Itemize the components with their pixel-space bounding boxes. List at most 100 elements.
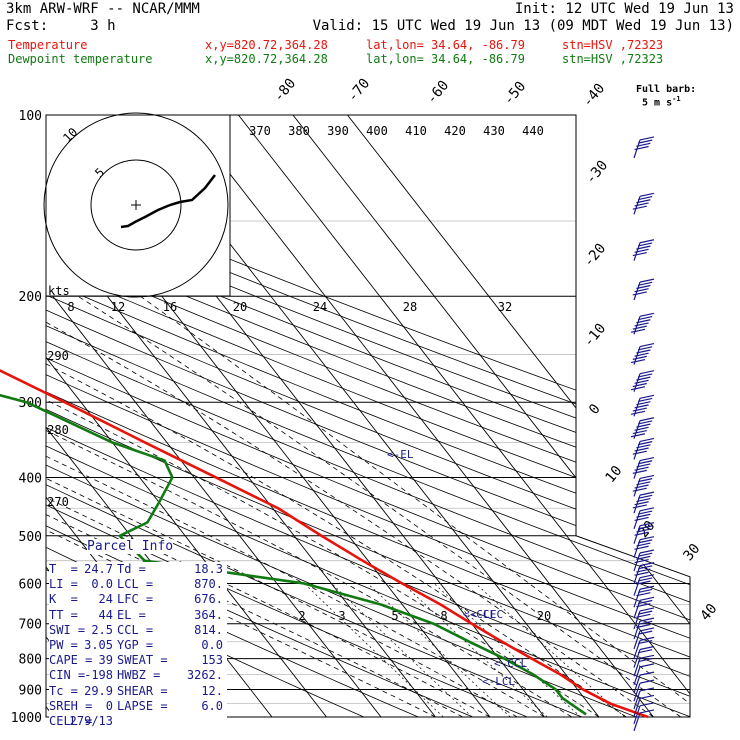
wind-barb-flag xyxy=(639,136,655,141)
wind-barb-flag xyxy=(636,481,651,486)
isotherm-label: -60 xyxy=(424,78,453,108)
wind-barb xyxy=(633,654,655,677)
parcel-info-value: 364. xyxy=(194,607,223,622)
wind-barb-flag xyxy=(636,497,651,503)
isotherm-label: -50 xyxy=(501,79,530,109)
isobar-label: 1000 xyxy=(11,711,42,726)
wind-barb-flag xyxy=(639,679,655,684)
isotherm-line xyxy=(238,115,690,717)
moist-adiabat xyxy=(46,295,654,717)
wind-barb-flag xyxy=(634,484,649,489)
wind-barb-flag xyxy=(639,549,655,554)
wind-barb xyxy=(632,278,655,301)
wind-barb xyxy=(633,585,655,608)
wind-barb-flag xyxy=(636,528,651,533)
wind-barb-flag xyxy=(632,355,647,360)
wind-barb-flag xyxy=(632,291,647,296)
mixing-ratio-label: 8 xyxy=(440,609,447,623)
wind-barb-flag xyxy=(638,494,653,499)
wind-barb-flag xyxy=(639,370,655,375)
dry-adiabat xyxy=(46,115,690,717)
parcel-info-key: LI = xyxy=(49,577,78,592)
wind-barb-flag xyxy=(638,346,653,351)
wind-barb xyxy=(632,491,655,514)
isobar-label: 500 xyxy=(19,530,42,545)
parcel-info-value: 6.0 xyxy=(201,698,223,713)
wind-barb xyxy=(633,687,655,710)
wind-barb-flag xyxy=(636,319,651,324)
theta-top-label: 440 xyxy=(522,124,544,138)
wind-barb xyxy=(633,627,655,650)
wind-barb-staff xyxy=(633,712,641,732)
dry-adiabat xyxy=(46,115,690,717)
wind-barb-flag xyxy=(639,654,655,659)
wind-barb-flag xyxy=(634,379,649,384)
hodograph-ring xyxy=(43,112,229,298)
wind-barb xyxy=(633,562,655,584)
wind-barb-flag xyxy=(638,630,653,635)
parcel-info-title: Parcel Info xyxy=(87,539,174,554)
parcel-info-value: -198 xyxy=(84,668,113,683)
parcel-info-value: 153 xyxy=(201,653,223,668)
barb-key-line1: Full barb: xyxy=(636,84,697,95)
plot-frame xyxy=(45,114,691,718)
wind-barb-flag xyxy=(636,423,651,428)
wind-barb xyxy=(633,136,655,159)
wind-barb-flag xyxy=(632,407,647,412)
wind-barb-flag xyxy=(632,450,647,455)
wind-barb-flag xyxy=(639,456,655,462)
wind-barb-flag xyxy=(639,474,655,480)
mixing-ratio-line xyxy=(331,583,473,717)
temperature-location-xy: x,y=820.72,364.28 xyxy=(205,38,328,52)
wind-barb-flag xyxy=(634,558,649,564)
wind-barb-flag xyxy=(632,429,647,435)
wind-barb-staff xyxy=(633,705,641,724)
dry-adiabat xyxy=(46,115,690,717)
wind-barb xyxy=(633,549,655,572)
wind-barb-flag xyxy=(639,574,655,579)
parcel-info-row: CELL = 279/13 xyxy=(49,713,227,730)
parcel-info-key: HWBZ = xyxy=(117,668,161,683)
isotherm-line xyxy=(183,115,654,717)
wind-barb-flag xyxy=(634,447,649,452)
wind-barb-flag xyxy=(636,555,651,560)
wind-barb-flag xyxy=(636,376,651,381)
wind-barb-flag xyxy=(630,410,646,415)
model-title: 3km ARW-WRF -- NCAR/MMM xyxy=(6,1,200,17)
wind-barb-flag xyxy=(638,139,653,144)
wind-barb-flag xyxy=(639,663,655,668)
parcel-info-key: YGP = xyxy=(117,637,154,652)
mixing-ratio-line xyxy=(433,583,581,717)
moist-adiabat xyxy=(46,295,572,717)
wind-barb-flag xyxy=(639,239,655,244)
parcel-info-value: 0.0 xyxy=(201,637,223,652)
wind-barb xyxy=(633,694,655,717)
parcel-info-value: 3262. xyxy=(186,668,223,683)
parcel-info-row: SREH = 0 LAPSE = 6.0 xyxy=(49,698,227,714)
wind-barb-flag xyxy=(639,607,655,612)
wind-barb-flag xyxy=(638,599,653,605)
dry-adiabat xyxy=(46,115,690,717)
wind-barb xyxy=(632,437,655,460)
isotherm-line xyxy=(347,115,690,717)
wind-barb-flag xyxy=(636,603,651,608)
dewpoint-legend: Dewpoint temperature xyxy=(8,52,153,66)
dry-adiabat xyxy=(46,115,690,717)
dry-adiabat xyxy=(46,115,419,717)
wind-barb-flag xyxy=(636,568,651,573)
parcel-info-key: SWI = xyxy=(49,622,86,637)
dry-adiabat xyxy=(46,115,690,717)
wind-barb-flag xyxy=(630,359,646,364)
wind-barb xyxy=(633,536,655,558)
level-marker: <-LCL xyxy=(482,675,515,688)
parcel-info-value: 12. xyxy=(201,683,223,698)
wind-barb-flag xyxy=(630,386,646,391)
theta-top-label: 430 xyxy=(483,124,505,138)
wind-barb-flag xyxy=(639,522,655,527)
moist-adiabat xyxy=(46,295,463,717)
wind-barb-flag xyxy=(639,709,655,714)
parcel-info-row: TT = 44 EL = 364. xyxy=(49,607,227,623)
wind-barb-flag xyxy=(639,585,655,590)
parcel-info-value: 44 xyxy=(98,607,113,622)
temperature-location-stn: stn=HSV ,72323 xyxy=(562,38,664,52)
